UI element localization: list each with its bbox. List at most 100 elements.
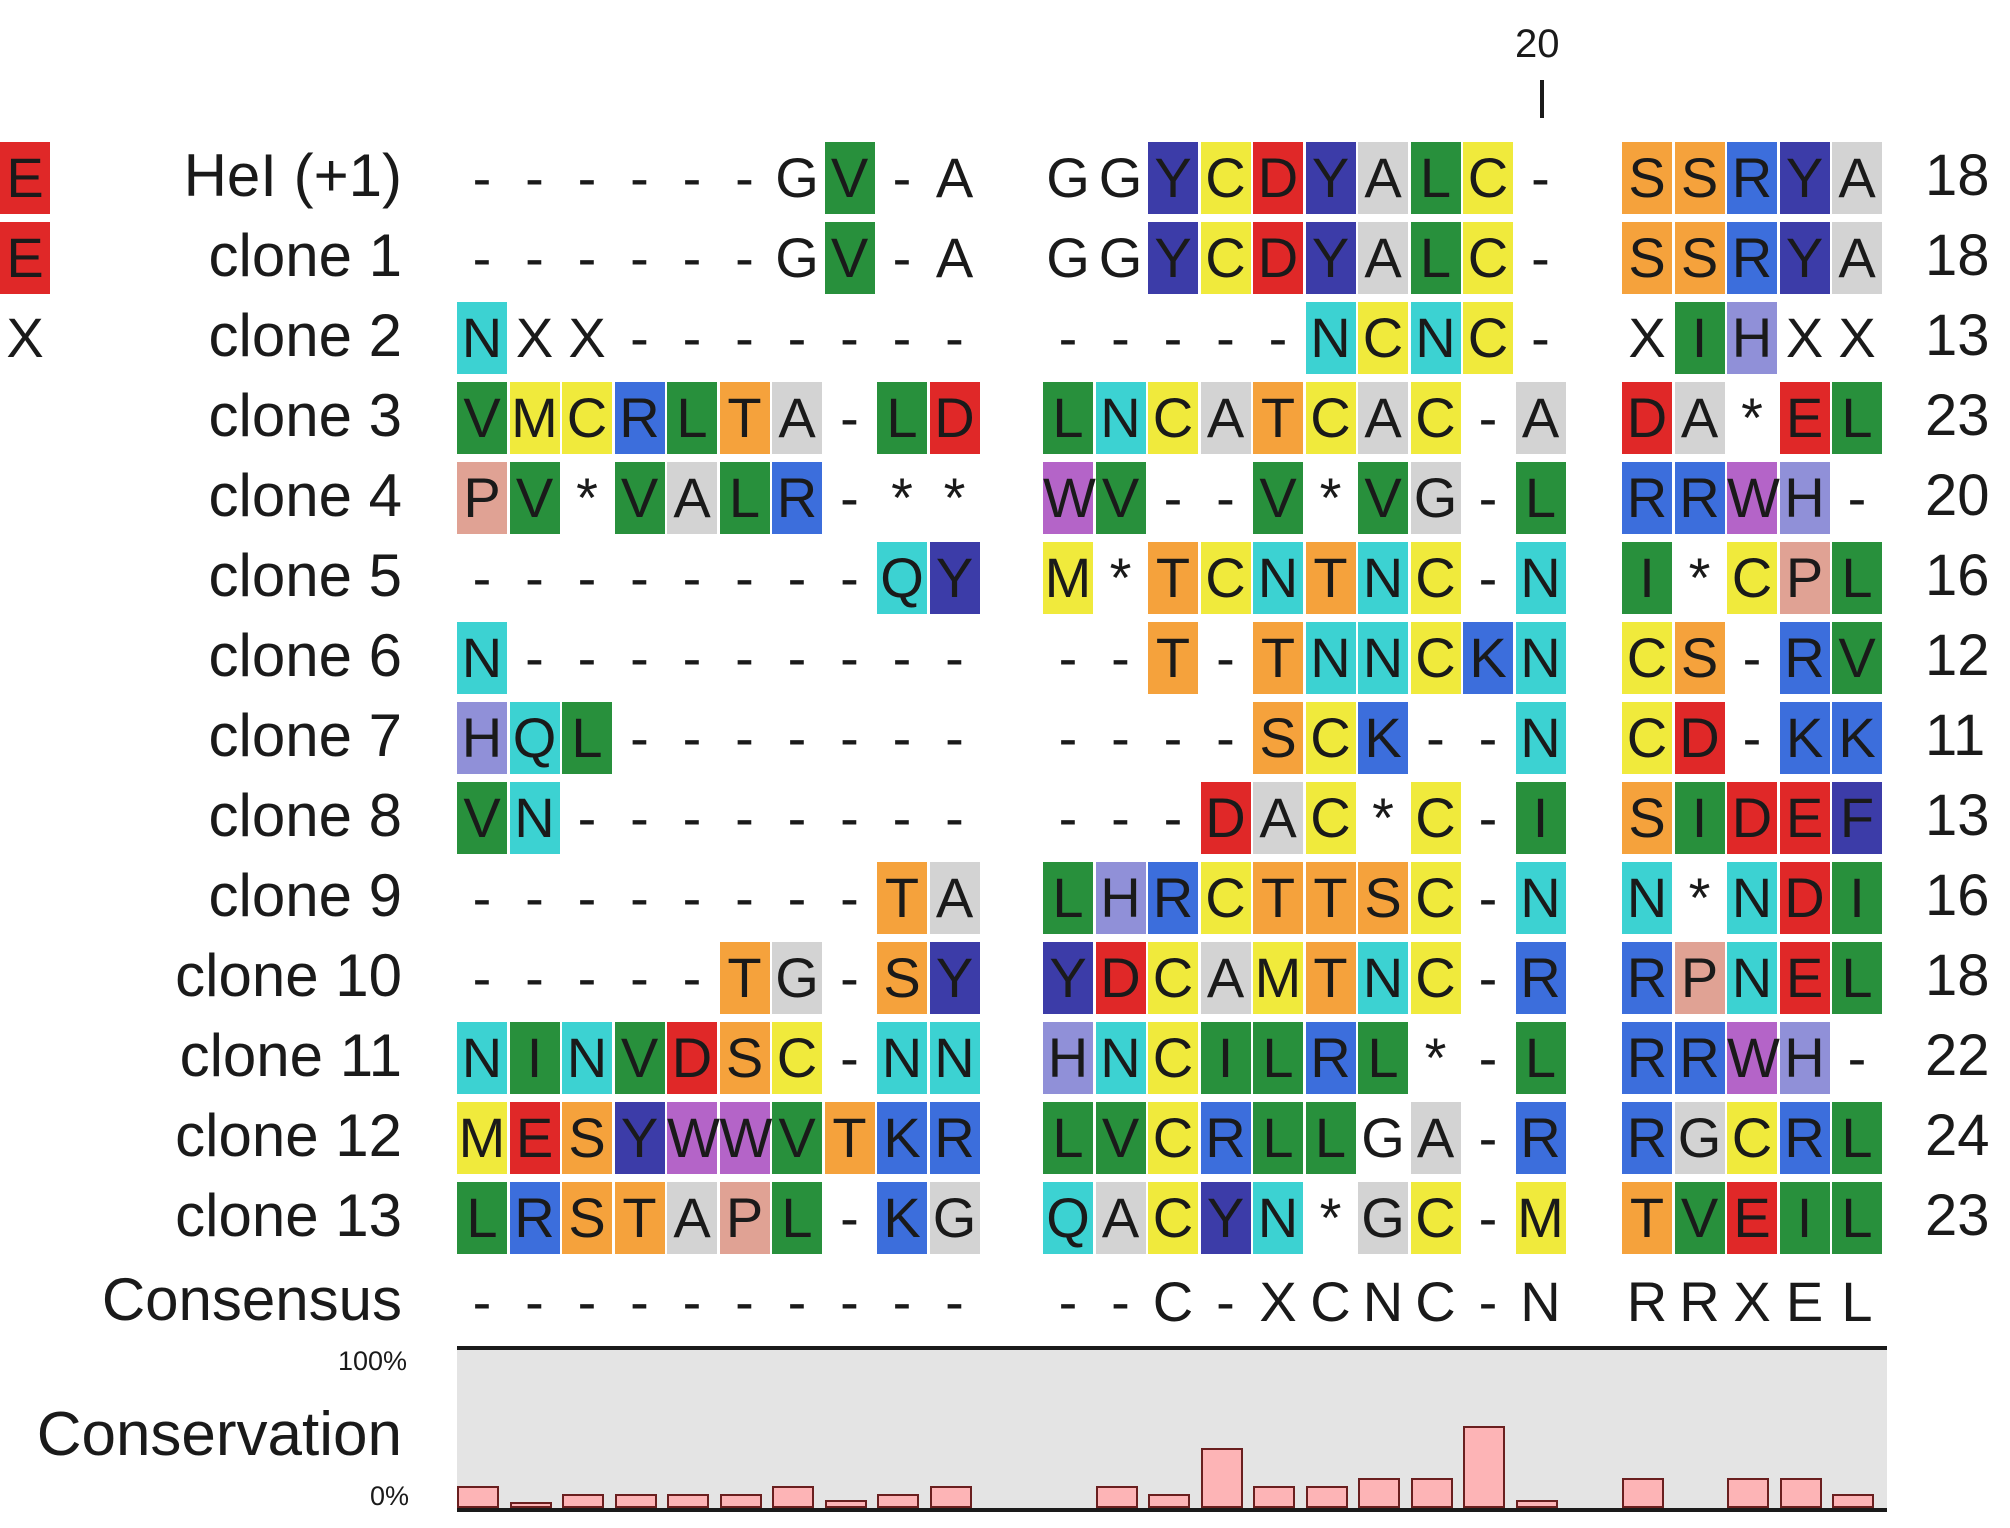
gap-cell: - [1478, 1270, 1498, 1333]
row-label: clone 11 [179, 1022, 402, 1089]
gap-cell: - [1058, 306, 1078, 369]
residue-cell: A [1200, 382, 1251, 454]
residue-cell: R [1674, 462, 1725, 534]
residue-cell: V [457, 782, 507, 854]
gap-cell: - [630, 786, 649, 849]
gap-cell: - [1058, 706, 1078, 769]
residue-cell: Y [1043, 942, 1093, 1014]
residue-cell: C [1200, 542, 1251, 614]
residue-cell: T [1253, 862, 1303, 934]
residue-cell: * [576, 466, 598, 529]
residue-cell: Y [1148, 142, 1198, 214]
gap-cell: - [892, 786, 912, 849]
gap-cell: - [525, 226, 544, 289]
residue-cell: R [509, 1182, 560, 1254]
row-label: HeI (+1) [183, 142, 402, 209]
gap-cell: - [892, 1270, 912, 1333]
residue-cell: L [1253, 1102, 1303, 1174]
residue-cell: G [929, 1182, 980, 1254]
gap-cell: - [577, 786, 597, 849]
gap-cell: - [945, 1270, 964, 1333]
residue-cell: G [772, 942, 822, 1014]
residue-cell: C [1410, 542, 1461, 614]
residue-cell: N [1515, 862, 1566, 934]
residue-cell: T [1253, 622, 1303, 694]
residue-cell: M [1043, 542, 1093, 614]
conservation-bar [824, 1500, 867, 1508]
residue-cell: G [1361, 1106, 1405, 1169]
conservation-plot-area [457, 1348, 1887, 1510]
gap-cell: - [787, 626, 807, 689]
residue-cell: G [775, 146, 819, 209]
consensus-residue: R [1679, 1270, 1720, 1333]
gap-cell: - [1268, 306, 1288, 369]
row-label: clone 5 [208, 542, 402, 609]
residue-cell: R [1148, 862, 1198, 934]
residue-cell: R [1305, 1022, 1356, 1094]
residue-cell: V [1095, 1102, 1146, 1174]
residue-cell: D [1727, 782, 1777, 854]
sequence-length: 16 [1925, 863, 1990, 928]
gap-cell: - [1111, 626, 1130, 689]
gap-cell: - [945, 786, 964, 849]
residue-cell: L [1515, 462, 1566, 534]
gap-cell: - [682, 546, 702, 609]
consensus-residue: L [1841, 1270, 1873, 1333]
gap-cell: - [472, 546, 492, 609]
gap-cell: - [1478, 706, 1498, 769]
residue-cell: V [457, 382, 507, 454]
conservation-bar [509, 1502, 552, 1508]
residue-cell: N [457, 622, 507, 694]
residue-cell: L [1043, 382, 1093, 454]
residue-cell: C [1200, 862, 1251, 934]
gap-cell: - [1426, 706, 1445, 769]
gap-cell: - [577, 1270, 597, 1333]
residue-cell: C [1622, 622, 1672, 694]
residue-cell: C [1305, 382, 1356, 454]
residue-cell: L [667, 382, 717, 454]
conservation-bar [877, 1494, 919, 1508]
residue-cell: C [1622, 702, 1672, 774]
residue-cell: L [1515, 1022, 1566, 1094]
residue-cell: Y [1305, 142, 1356, 214]
residue-cell: C [1410, 382, 1461, 454]
residue-cell: T [614, 1182, 665, 1254]
gap-cell: - [735, 786, 754, 849]
residue-cell: A [667, 462, 717, 534]
gap-cell: - [525, 1270, 544, 1333]
gap-cell: - [840, 786, 859, 849]
residue-cell: N [1358, 542, 1408, 614]
residue-cell: V [509, 462, 560, 534]
residue-cell: A [772, 382, 822, 454]
gap-cell: - [735, 546, 754, 609]
residue-cell: I [1622, 542, 1672, 614]
gap-cell: - [577, 946, 597, 1009]
residue-cell: C [1727, 542, 1777, 614]
residue-cell: C [1305, 702, 1356, 774]
residue-cell: * [1741, 386, 1763, 449]
residue-cell: C [1148, 1022, 1198, 1094]
gap-cell: - [682, 786, 702, 849]
residue-cell: N [1410, 302, 1461, 374]
residue-cell: C [1410, 622, 1461, 694]
residue-cell: X [6, 306, 44, 369]
residue-cell: N [1253, 1182, 1303, 1254]
residue-cell: R [1200, 1102, 1251, 1174]
residue-cell: R [1727, 222, 1777, 294]
residue-cell: C [1148, 942, 1198, 1014]
conservation-bar [1305, 1486, 1348, 1508]
gap-cell: - [840, 386, 859, 449]
residue-cell: I [1200, 1022, 1251, 1094]
residue-cell: N [1727, 862, 1777, 934]
residue-cell: N [1095, 1022, 1146, 1094]
gap-cell: - [1847, 466, 1867, 529]
residue-cell: S [562, 1182, 612, 1254]
gap-cell: - [787, 706, 807, 769]
gap-cell: - [840, 706, 859, 769]
residue-cell: H [1727, 302, 1777, 374]
gap-cell: - [1742, 706, 1762, 769]
gap-cell: - [840, 946, 859, 1009]
residue-cell: S [1622, 142, 1672, 214]
conservation-bar [1463, 1426, 1505, 1508]
gap-cell: - [735, 306, 754, 369]
